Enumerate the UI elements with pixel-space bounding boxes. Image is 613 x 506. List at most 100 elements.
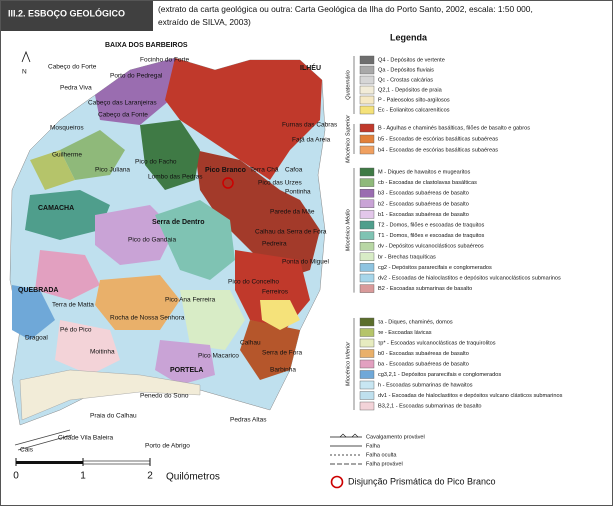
legend-label: M - Diques de hawaitos e mugearitos: [378, 169, 471, 175]
legend-swatch: [359, 55, 375, 65]
place-label: BAIXA DOS BARBEIROS: [105, 42, 188, 49]
place-label: Guilherme: [52, 152, 82, 159]
legend-swatch: [359, 241, 375, 251]
title-box: [1, 1, 153, 31]
place-label: Calhau: [240, 340, 261, 347]
legend-label: T2 - Domos, filões e escoadas de traquit…: [378, 222, 485, 228]
legend-swatch: [359, 391, 375, 400]
legend-swatch: [359, 210, 375, 219]
highlight-label: Disjunção Prismática do Pico Branco: [348, 476, 496, 486]
legend-label: h - Escoadas submarinas de hawaitos: [378, 382, 473, 388]
legend-swatch: [359, 273, 375, 283]
place-label: Fajã da Areia: [292, 137, 331, 144]
place-label: Porto do Pedregal: [110, 73, 163, 80]
place-label: Calhau da Serra de Fora: [255, 229, 327, 236]
legend-label: τe - Escoadas lávicas: [378, 330, 432, 336]
legend-label: Q2,1 - Depósitos de praia: [378, 87, 443, 93]
legend-label: B3,2,1 - Escoadas submarinas de basalto: [378, 403, 482, 409]
legend-label: τp* - Escoadas vulcanoclásticas de traqu…: [378, 340, 496, 346]
legend-label: τa - Diques, chaminés, domos: [378, 319, 453, 325]
legend-label: b4 - Escoadas de escórias basálticas sub…: [378, 147, 498, 153]
place-label: Pico das Urzes: [258, 180, 302, 187]
place-label: Cabeço do Forte: [48, 64, 97, 71]
legend-swatch: [359, 134, 375, 144]
legend-label: dv - Depósitos vulcanoclásticos subaéreo…: [378, 244, 484, 250]
legend-swatch: [359, 85, 375, 95]
legend-swatch: [359, 380, 375, 390]
title: III.2. ESBOÇO GEOLÓGICO: [8, 7, 125, 18]
place-label: Praia do Calhau: [90, 413, 137, 420]
place-labels: BAIXA DOS BARBEIROS Focinho do Forte Cabeç…: [18, 42, 338, 454]
line-legend-label: Falha provável: [366, 461, 403, 467]
place-label: Penedo do Sono: [140, 393, 189, 400]
place-label: Furnas das Cabras: [282, 122, 338, 129]
legend-swatch: [359, 123, 375, 133]
place-label: Pedra Viva: [60, 85, 92, 92]
place-label: Pico Juliana: [95, 167, 130, 174]
place-label: Cafoa: [285, 167, 303, 174]
legend-label: br - Brechas traquíticas: [378, 254, 436, 260]
caption: (extrato da carta geológica ou outra: Ca…: [158, 4, 533, 14]
legend-swatch: [359, 338, 375, 348]
legend-swatch: [359, 95, 375, 105]
caption: extraído de SILVA, 2003): [158, 17, 251, 27]
legend-swatch: [359, 328, 375, 337]
legend-label: b1 - Escoadas subaéreas de basalto: [378, 212, 469, 218]
scale-unit: Quilómetros: [166, 472, 220, 483]
legend-swatch: [359, 145, 375, 155]
place-label: Ferreiros: [262, 289, 289, 296]
legend-swatch: [359, 188, 375, 198]
place-label: Pico do Facho: [135, 159, 177, 166]
place-label: Pico Macarico: [198, 353, 239, 360]
legend-label: b2 - Escoadas subaéreas de basalto: [378, 201, 469, 207]
place-label: Pontinha: [285, 189, 311, 196]
place-label: Cabeço da Fonte: [98, 112, 148, 119]
line-legend-label: Falha oculta: [366, 452, 397, 458]
legend-label: T1 - Domos, filões e escoadas de traquit…: [378, 233, 485, 239]
place-label: Focinho do Forte: [140, 57, 190, 64]
place-label: Cais: [20, 447, 34, 454]
place-label: Ponta do Miguel: [282, 259, 330, 266]
place-label: CAMACHA: [38, 205, 74, 212]
line-legend: [330, 433, 362, 489]
place-label: Parede da Mãe: [270, 209, 315, 216]
scale-tick: 0: [13, 471, 19, 482]
place-label: Pico Ana Ferreira: [165, 297, 216, 304]
legend-swatch: [359, 105, 375, 115]
place-label: QUEBRADA: [18, 287, 58, 294]
legend-label: B - Agulhas e chaminés basálticas, filõe…: [378, 125, 530, 131]
place-label: Serra de Fora: [262, 350, 302, 357]
place-label: PORTELA: [170, 367, 203, 374]
place-label: Moitinha: [90, 349, 115, 356]
legend-swatch: [359, 370, 375, 379]
place-label: Pedreira: [262, 241, 287, 248]
place-label: Porto de Abrigo: [145, 443, 190, 450]
legend-swatch: [359, 75, 375, 85]
legend-label: dv1 - Escoadas de hialoclastitos e depós…: [378, 393, 563, 399]
place-label: Terra Chã: [250, 167, 279, 174]
legend-label: cg2 - Depósitos pararecifais e conglomer…: [378, 265, 492, 271]
place-label: Rocha de Nossa Senhora: [110, 315, 185, 322]
group-label: Quaternário: [345, 70, 351, 100]
place-label: Lombo das Pedras: [148, 174, 203, 181]
place-label: Cidade Vila Baleira: [58, 435, 114, 442]
place-label: Cabeço das Laranjeiras: [88, 100, 157, 107]
legend-swatch: [359, 199, 375, 209]
place-label: Terra de Matta: [52, 302, 94, 309]
group-label: Miocénico Inferior: [345, 341, 351, 386]
legend: Quaternário Q4 - Depósitos de vertente Qa …: [345, 55, 563, 411]
legend-label: Ec - Eolianitos calcareníticos: [378, 107, 450, 113]
legend-label: dv2 - Escoadas de hialoclastitos e depós…: [378, 275, 561, 281]
place-label: Mosqueiros: [50, 125, 84, 132]
legend-swatch: [359, 263, 375, 272]
legend-label: Qa - Depósitos fluviais: [378, 67, 434, 73]
group-label: Miocénico Superior: [345, 114, 351, 163]
line-legend-label: Cavalgamento provável: [366, 434, 425, 440]
legend-label: Q4 - Depósitos de vertente: [378, 57, 445, 63]
legend-swatch: [359, 401, 375, 411]
place-label: Serra de Dentro: [152, 219, 205, 226]
legend-label: B2 - Escoadas submarinas de basalto: [378, 286, 472, 292]
north-arrow: N: [22, 69, 27, 76]
scale-tick: 2: [147, 471, 153, 482]
